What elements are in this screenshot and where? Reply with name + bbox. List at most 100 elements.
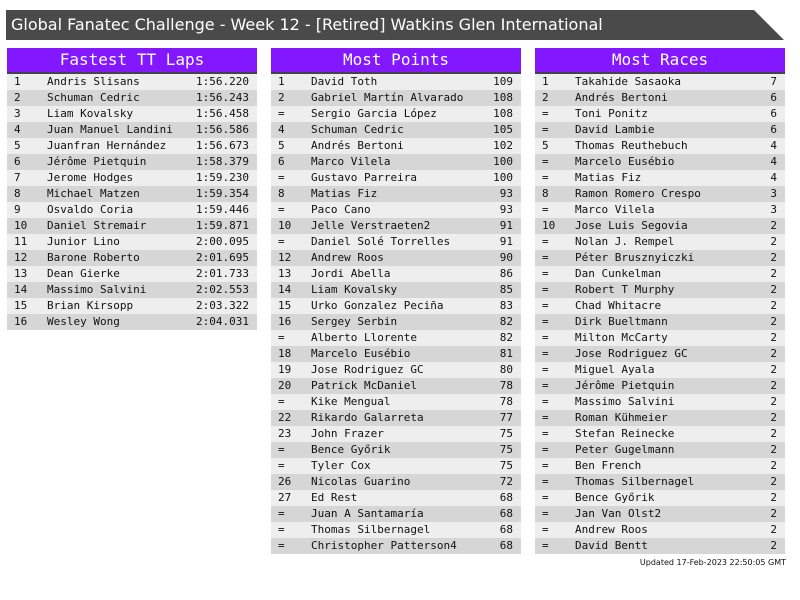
rank-cell: 9 [14, 203, 21, 216]
value-cell: 83 [499, 299, 513, 312]
table-row: = Matias Fiz 4 [535, 170, 785, 186]
table-row: = Toni Ponitz 6 [535, 106, 785, 122]
table-row: = Robert T Murphy 2 [535, 282, 785, 298]
driver-name-cell: Ramon Romero Crespo [575, 187, 701, 200]
value-cell: 2:00.095 [196, 235, 249, 248]
rank-cell: = [542, 107, 549, 120]
driver-name-cell: Andrés Bertoni [311, 139, 404, 152]
table-row: = Marcelo Eusébio 4 [535, 154, 785, 170]
value-cell: 93 [499, 187, 513, 200]
table-row: 13 Dean Gierke 2:01.733 [7, 266, 257, 282]
driver-name-cell: Thomas Silbernagel [575, 475, 695, 488]
table-row: 16 Wesley Wong 2:04.031 [7, 314, 257, 330]
driver-name-cell: Dirk Bueltmann [575, 315, 668, 328]
table-row: 5 Thomas Reuthebuch 4 [535, 138, 785, 154]
driver-name-cell: Urko Gonzalez Peciña [311, 299, 444, 312]
driver-name-cell: Ed Rest [311, 491, 358, 504]
table-row: 8 Michael Matzen 1:59.354 [7, 186, 257, 202]
driver-name-cell: Jordi Abella [311, 267, 391, 280]
driver-name-cell: Daniel Solé Torrelles [311, 235, 451, 248]
rank-cell: = [542, 427, 549, 440]
driver-name-cell: Péter Brusznyiczki [575, 251, 695, 264]
value-cell: 4 [770, 155, 777, 168]
driver-name-cell: David Toth [311, 75, 378, 88]
driver-name-cell: Marco Vilela [575, 203, 655, 216]
table-row: = Jan Van Olst2 2 [535, 506, 785, 522]
rank-cell: 8 [14, 187, 21, 200]
rank-cell: = [542, 171, 549, 184]
rank-cell: 20 [278, 379, 292, 392]
value-cell: 86 [499, 267, 513, 280]
driver-name-cell: Ben French [575, 459, 642, 472]
value-cell: 4 [770, 171, 777, 184]
rank-cell: 3 [14, 107, 21, 120]
value-cell: 75 [499, 443, 513, 456]
driver-name-cell: Chad Whitacre [575, 299, 662, 312]
most-races-panel: Most Races 1 Takahide Sasaoka 7 2 Andrés Ber… [535, 48, 785, 554]
rank-cell: = [278, 539, 285, 552]
table-row: 27 Ed Rest 68 [271, 490, 521, 506]
table-row: = Kike Mengual 78 [271, 394, 521, 410]
rank-cell: = [542, 523, 549, 536]
table-row: = Gustavo Parreira 100 [271, 170, 521, 186]
value-cell: 6 [770, 91, 777, 104]
rank-cell: = [278, 523, 285, 536]
value-cell: 2 [770, 283, 777, 296]
table-row: 8 Matias Fiz 93 [271, 186, 521, 202]
driver-name-cell: Nolan J. Rempel [575, 235, 675, 248]
most-points-panel: Most Points 1 David Toth 109 2 Gabriel Martí… [271, 48, 521, 554]
value-cell: 81 [499, 347, 513, 360]
value-cell: 102 [493, 139, 513, 152]
rank-cell: 16 [14, 315, 28, 328]
rank-cell: = [542, 267, 549, 280]
driver-name-cell: David Lambie [575, 123, 655, 136]
rank-cell: 5 [14, 139, 21, 152]
value-cell: 6 [770, 107, 777, 120]
table-row: = Chad Whitacre 2 [535, 298, 785, 314]
table-row: = Dan Cunkelman 2 [535, 266, 785, 282]
driver-name-cell: Liam Kovalsky [47, 107, 134, 120]
rank-cell: = [542, 347, 549, 360]
rank-cell: 6 [278, 155, 285, 168]
value-cell: 68 [499, 491, 513, 504]
rank-cell: 22 [278, 411, 292, 424]
value-cell: 3 [770, 187, 777, 200]
driver-name-cell: Roman Kühmeier [575, 411, 668, 424]
rank-cell: 6 [14, 155, 21, 168]
most-races-table: 1 Takahide Sasaoka 7 2 Andrés Bertoni 6 = Toni … [535, 74, 785, 554]
driver-name-cell: Juanfran Hernández [47, 139, 167, 152]
table-row: 15 Urko Gonzalez Peciña 83 [271, 298, 521, 314]
value-cell: 75 [499, 427, 513, 440]
driver-name-cell: Liam Kovalsky [311, 283, 398, 296]
rank-cell: = [278, 443, 285, 456]
table-row: 14 Liam Kovalsky 85 [271, 282, 521, 298]
table-row: = Bence Győrik 75 [271, 442, 521, 458]
table-row: 1 Andris Slisans 1:56.220 [7, 74, 257, 90]
table-row: = Massimo Salvini 2 [535, 394, 785, 410]
driver-name-cell: Gabriel Martín Alvarado [311, 91, 464, 104]
value-cell: 2 [770, 395, 777, 408]
driver-name-cell: Marcelo Eusébio [575, 155, 675, 168]
table-row: 5 Andrés Bertoni 102 [271, 138, 521, 154]
driver-name-cell: Brian Kirsopp [47, 299, 134, 312]
value-cell: 4 [770, 139, 777, 152]
value-cell: 77 [499, 411, 513, 424]
rank-cell: 10 [542, 219, 556, 232]
rank-cell: 19 [278, 363, 292, 376]
value-cell: 2 [770, 443, 777, 456]
value-cell: 2 [770, 523, 777, 536]
rank-cell: = [542, 443, 549, 456]
value-cell: 75 [499, 459, 513, 472]
table-row: 1 Takahide Sasaoka 7 [535, 74, 785, 90]
value-cell: 2:04.031 [196, 315, 249, 328]
driver-name-cell: Marco Vilela [311, 155, 391, 168]
rank-cell: 13 [278, 267, 292, 280]
rank-cell: 13 [14, 267, 28, 280]
table-row: = Daniel Solé Torrelles 91 [271, 234, 521, 250]
value-cell: 100 [493, 155, 513, 168]
driver-name-cell: Junior Lino [47, 235, 120, 248]
value-cell: 2 [770, 347, 777, 360]
rank-cell: 5 [278, 139, 285, 152]
table-row: 1 David Toth 109 [271, 74, 521, 90]
value-cell: 2 [770, 507, 777, 520]
